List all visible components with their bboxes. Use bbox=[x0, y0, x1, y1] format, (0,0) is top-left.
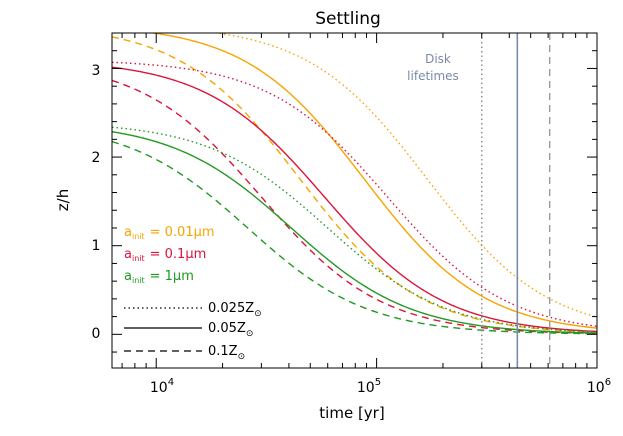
legend-metal-2-value: 0.1Z bbox=[208, 344, 238, 359]
legend-size-0001: ainit = 0.01μm bbox=[124, 225, 215, 241]
y-axis-label: z/h bbox=[54, 189, 72, 211]
legend-metal-01: 0.1Z⊙ bbox=[208, 344, 245, 362]
y-tick-label-1: 1 bbox=[92, 238, 101, 254]
plot-frame bbox=[111, 32, 598, 369]
series-line-7 bbox=[112, 131, 597, 334]
x-tick-label-1e5: 105 bbox=[357, 377, 381, 396]
legend-size-1-value: = 0.1 bbox=[150, 247, 186, 262]
x-tick-label-1e4: 104 bbox=[150, 377, 174, 396]
legend-size-2-unit: μm bbox=[173, 269, 194, 284]
legend-metal-0025: 0.025Z⊙ bbox=[208, 301, 262, 319]
x-tick-1e6-base: 10 bbox=[587, 380, 605, 396]
legend-size-0-prefix: a bbox=[124, 225, 132, 240]
x-tick-1e4-base: 10 bbox=[150, 380, 168, 396]
series-line-5 bbox=[112, 79, 597, 335]
x-tick-label-1e6: 106 bbox=[587, 377, 611, 396]
legend-size-0-unit: μm bbox=[194, 225, 215, 240]
series-line-2 bbox=[112, 36, 597, 333]
x-tick-1e5-exp: 5 bbox=[375, 377, 381, 388]
legend-metal-005: 0.05Z⊙ bbox=[208, 321, 253, 339]
legend-size-1: ainit = 1μm bbox=[124, 269, 194, 285]
legend-metal-1-value: 0.05Z bbox=[208, 321, 246, 336]
legend-metal-1-sun: ⊙ bbox=[246, 329, 254, 339]
legend-size-0-sub: init bbox=[132, 232, 145, 241]
legend-metal-0-value: 0.025Z bbox=[208, 301, 254, 316]
series-line-3 bbox=[112, 61, 597, 327]
disk-lifetimes-label-line1: Disk bbox=[425, 52, 451, 66]
legend-size-2-sub: init bbox=[132, 276, 145, 285]
series-line-4 bbox=[112, 66, 597, 333]
y-tick-label-3: 3 bbox=[92, 63, 101, 79]
y-tick-label-0: 0 bbox=[92, 326, 101, 342]
axis-ticks bbox=[112, 32, 598, 368]
legend-size-2-prefix: a bbox=[124, 269, 132, 284]
series-line-1 bbox=[148, 33, 597, 329]
disk-lifetimes-label-line2: lifetimes bbox=[407, 69, 459, 83]
x-tick-1e4-exp: 4 bbox=[168, 377, 174, 388]
legend-metal-2-sun: ⊙ bbox=[238, 352, 246, 362]
y-tick-label-2: 2 bbox=[92, 150, 101, 166]
legend-size-1-sub: init bbox=[132, 254, 145, 263]
series-line-8 bbox=[112, 140, 597, 335]
legend-size-01: ainit = 0.1μm bbox=[124, 247, 206, 263]
legend-metal-0-sun: ⊙ bbox=[254, 309, 262, 319]
legend-size-0-value: = 0.01 bbox=[150, 225, 194, 240]
curves-layer bbox=[112, 33, 597, 335]
legend-size-1-unit: μm bbox=[185, 247, 206, 262]
disk-lifetime-lines bbox=[481, 33, 551, 368]
x-axis-label: time [yr] bbox=[319, 404, 384, 422]
series-line-6 bbox=[112, 126, 597, 333]
chart-title: Settling bbox=[315, 9, 381, 29]
legend-size-2-value: = 1 bbox=[150, 269, 173, 284]
x-tick-1e6-exp: 6 bbox=[605, 377, 611, 388]
legend-size-1-prefix: a bbox=[124, 247, 132, 262]
x-tick-1e5-base: 10 bbox=[357, 380, 375, 396]
